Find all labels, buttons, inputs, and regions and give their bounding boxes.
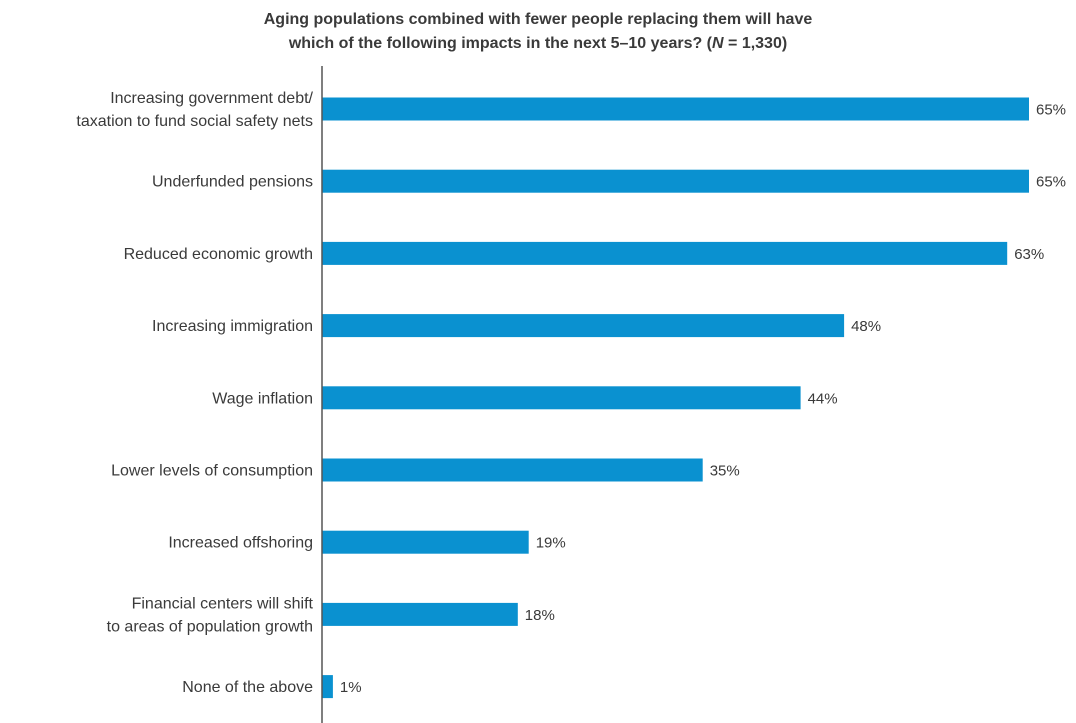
bars-layer xyxy=(322,97,1029,699)
category-label-6-line-0: Increased offshoring xyxy=(168,535,313,552)
bar-2 xyxy=(322,241,1008,265)
category-label-3-line-0: Increasing immigration xyxy=(152,318,313,335)
chart-title-line-2: which of the following impacts in the ne… xyxy=(0,32,1076,56)
category-label-8-line-0: None of the above xyxy=(182,679,313,696)
category-label-3: Increasing immigration xyxy=(152,318,313,335)
value-label-1: 65% xyxy=(1036,174,1066,191)
category-label-7-line-1: to areas of population growth xyxy=(107,618,313,635)
category-label-7-line-0: Financial centers will shift xyxy=(132,595,314,612)
bar-3 xyxy=(322,314,845,338)
chart-title-line-1: Aging populations combined with fewer pe… xyxy=(263,11,813,28)
bar-4 xyxy=(322,386,801,410)
value-label-4: 44% xyxy=(808,390,838,407)
bar-5 xyxy=(322,458,703,482)
category-label-4-line-0: Wage inflation xyxy=(212,390,313,407)
category-label-2-line-0: Reduced economic growth xyxy=(124,246,313,263)
value-label-8: 1% xyxy=(340,679,362,696)
bar-1 xyxy=(322,169,1029,193)
value-label-0: 65% xyxy=(1036,102,1066,119)
category-label-5-line-0: Lower levels of consumption xyxy=(111,463,313,480)
category-labels-layer: Increasing government debt/taxation to f… xyxy=(76,90,313,696)
category-label-2: Reduced economic growth xyxy=(124,246,313,263)
chart-title-n-value: = 1,330) xyxy=(723,35,788,52)
chart-title-n-symbol: N xyxy=(712,35,724,52)
category-label-7: Financial centers will shift to areas of … xyxy=(107,595,314,635)
category-label-0: Increasing government debt/taxation to f… xyxy=(76,90,313,130)
value-label-7: 18% xyxy=(525,607,555,624)
chart-title-line-2-text: which of the following impacts in the ne… xyxy=(288,35,713,52)
value-label-3: 48% xyxy=(851,318,881,335)
bar-0 xyxy=(322,97,1029,121)
category-label-0-line-1: taxation to fund social safety nets xyxy=(76,113,313,130)
chart-title: Aging populations combined with fewer pe… xyxy=(0,8,1076,56)
bar-7 xyxy=(322,602,518,626)
category-label-0-line-0: Increasing government debt/ xyxy=(110,90,313,107)
category-label-1: Underfunded pensions xyxy=(152,174,313,191)
bar-8 xyxy=(322,675,333,699)
value-label-5: 35% xyxy=(710,463,740,480)
category-label-5: Lower levels of consumption xyxy=(111,463,313,480)
value-label-6: 19% xyxy=(536,535,566,552)
category-label-6: Increased offshoring xyxy=(168,535,313,552)
category-label-8: None of the above xyxy=(182,679,313,696)
category-label-4: Wage inflation xyxy=(212,390,313,407)
value-labels-layer: 65% 65% 63% 48% 44% 35% 19% 18% 1% xyxy=(340,102,1066,697)
bar-6 xyxy=(322,530,529,554)
category-label-1-line-0: Underfunded pensions xyxy=(152,174,313,191)
value-label-2: 63% xyxy=(1014,246,1044,263)
